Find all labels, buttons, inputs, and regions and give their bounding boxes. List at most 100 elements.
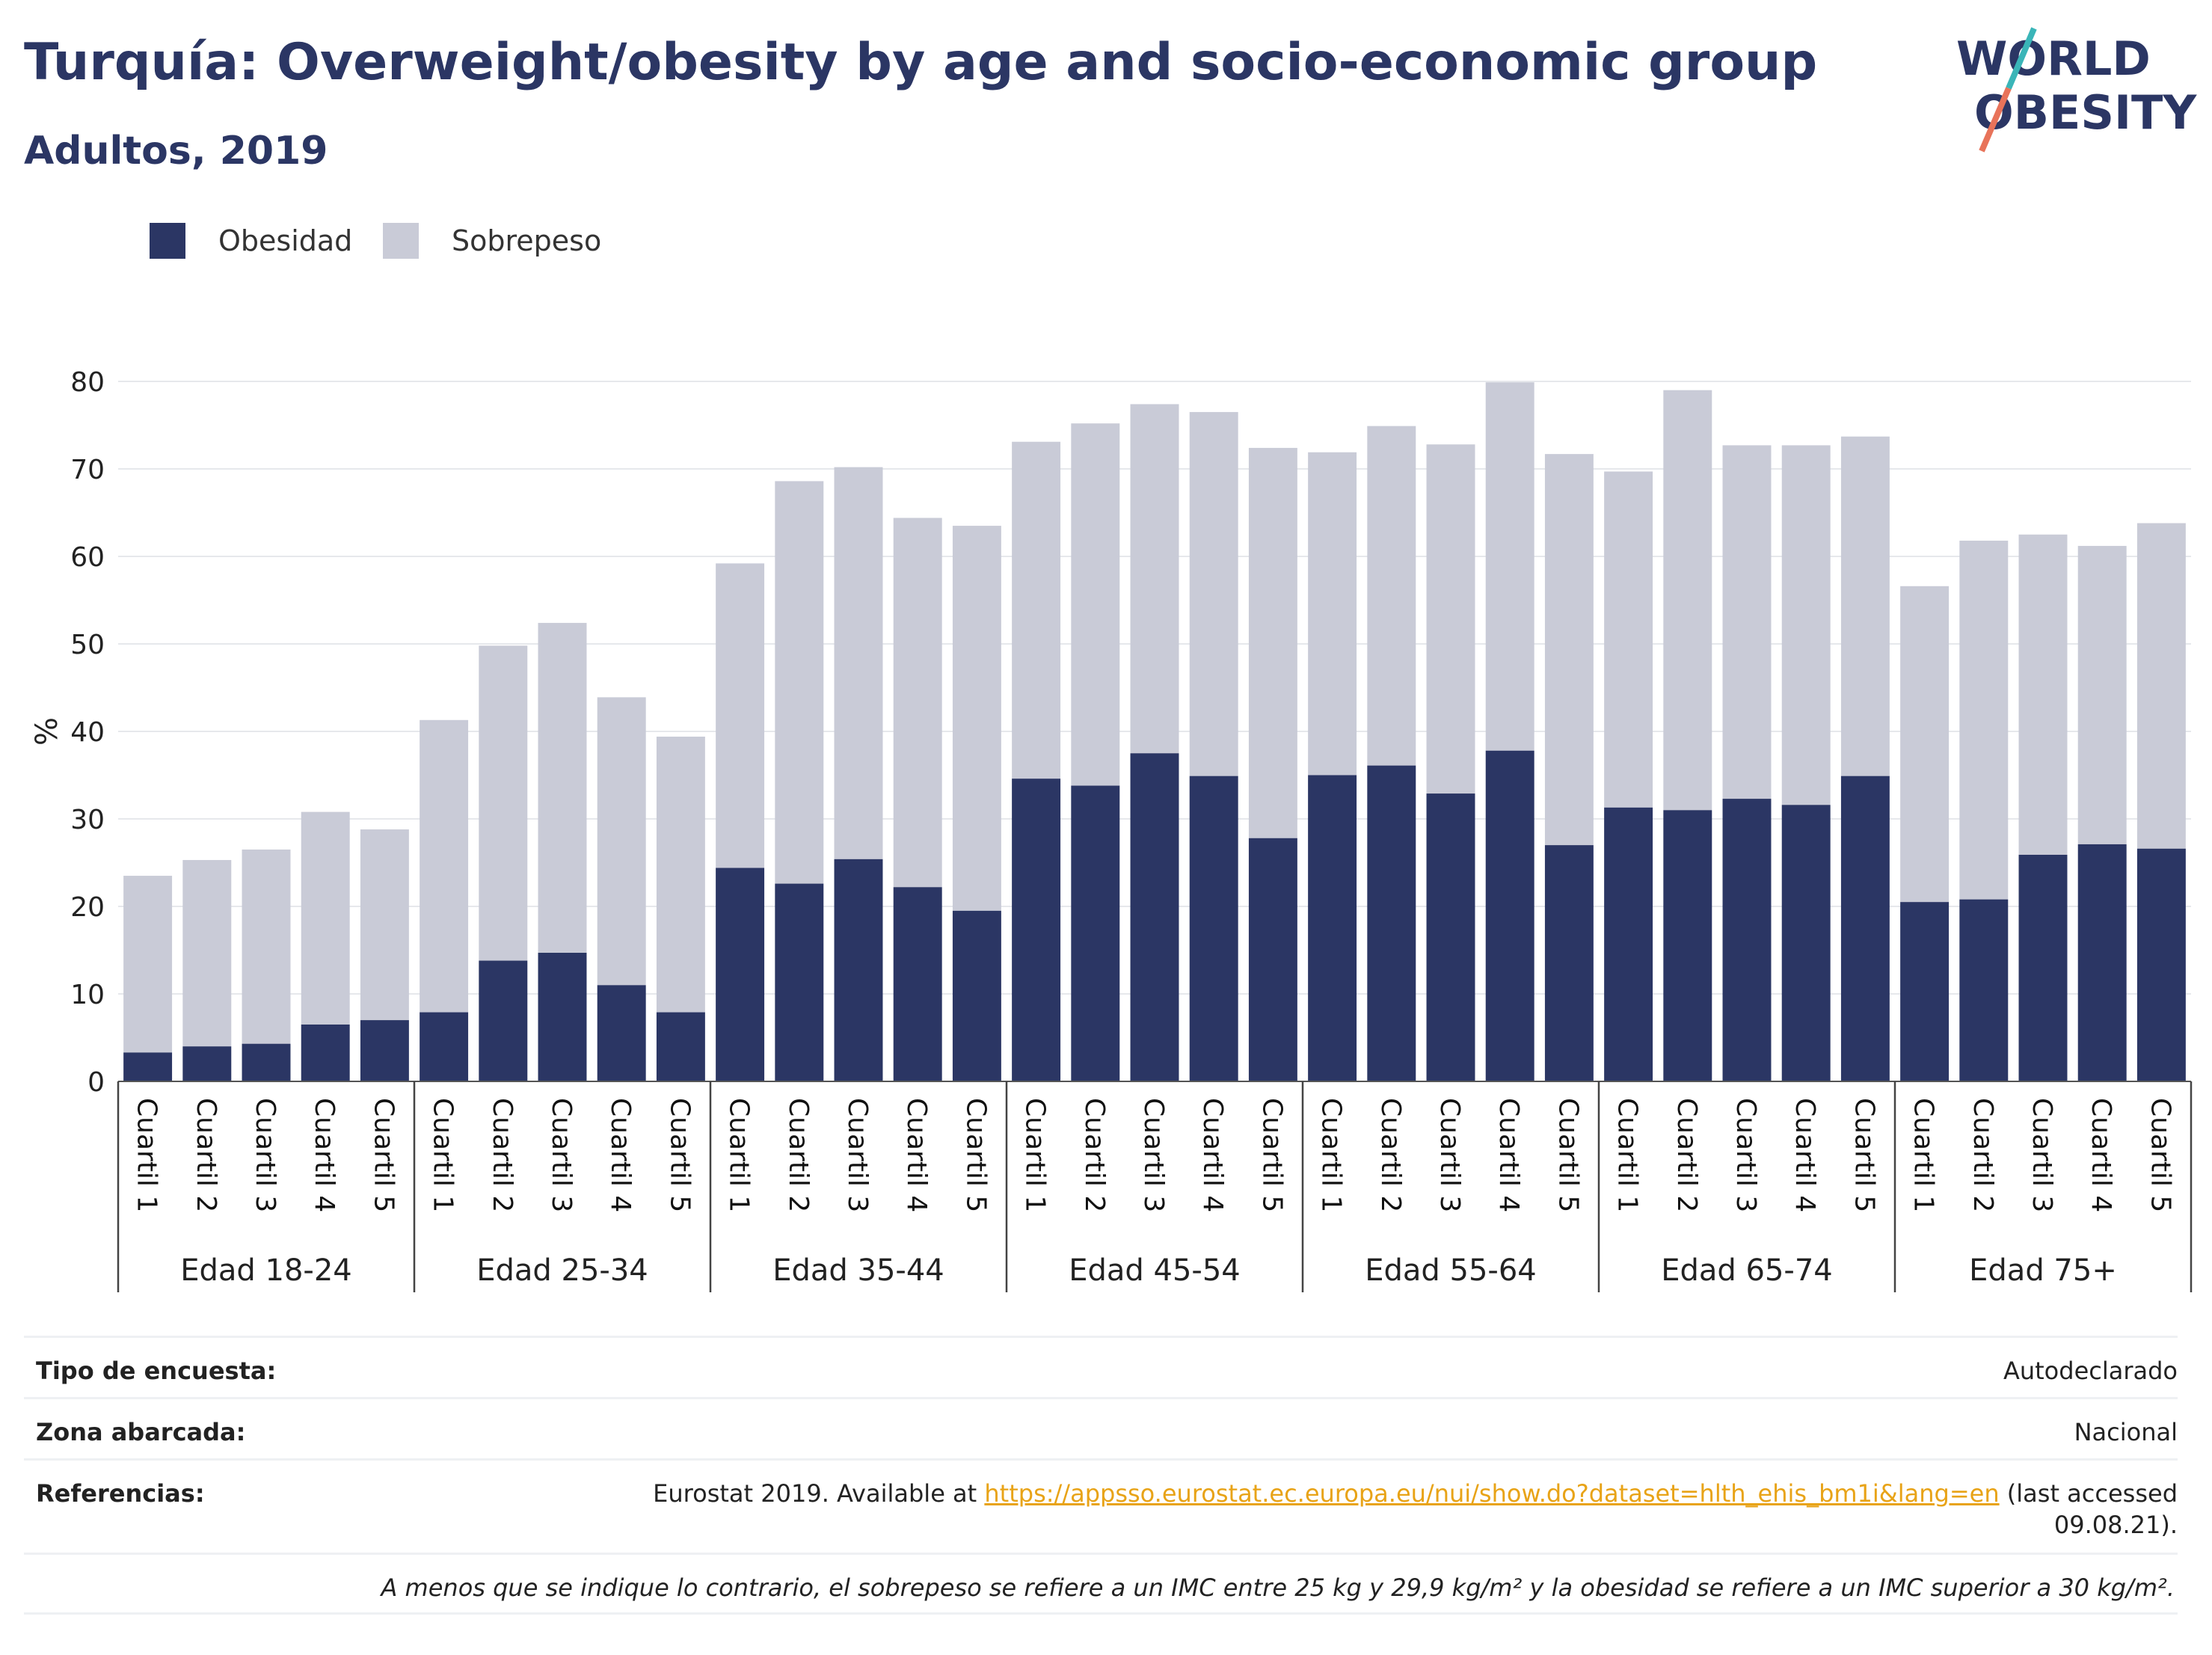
- bar-sobrepeso: [1426, 444, 1475, 794]
- bar-sobrepeso: [420, 719, 469, 1013]
- bar-obesidad: [1604, 807, 1653, 1081]
- references-prefix: Eurostat 2019. Available at: [653, 1479, 985, 1508]
- x-tick-label: Cuartil 1: [724, 1098, 755, 1212]
- group-label: Edad 35-44: [772, 1253, 944, 1288]
- group-label: Edad 75+: [1969, 1253, 2117, 1288]
- bar-sobrepeso: [1544, 454, 1594, 846]
- info-divider: [24, 1397, 2178, 1399]
- x-tick-label: Cuartil 3: [1138, 1098, 1169, 1212]
- bar-sobrepeso: [716, 563, 765, 868]
- bar-obesidad: [123, 1052, 173, 1081]
- x-tick-label: Cuartil 4: [309, 1098, 340, 1212]
- y-tick-label: 10: [70, 980, 105, 1010]
- bar-sobrepeso: [301, 811, 350, 1025]
- bar-sobrepeso: [1840, 436, 1890, 776]
- y-tick-label: 60: [70, 542, 105, 573]
- bar-obesidad: [1722, 799, 1772, 1081]
- x-tick-label: Cuartil 5: [1256, 1098, 1287, 1212]
- y-tick-label: 40: [70, 717, 105, 748]
- bar-sobrepeso: [1071, 423, 1120, 786]
- references-date: 09.08.21).: [2053, 1511, 2178, 1539]
- bar-sobrepeso: [597, 697, 646, 986]
- bar-obesidad: [479, 960, 528, 1081]
- x-tick-label: Cuartil 4: [2086, 1098, 2116, 1212]
- bar-obesidad: [1781, 805, 1831, 1081]
- bar-sobrepeso: [2136, 523, 2186, 849]
- survey-type-label: Tipo de encuesta:: [36, 1357, 277, 1385]
- logo-accent-coral: [1979, 87, 2012, 153]
- x-tick-label: Cuartil 1: [1612, 1098, 1643, 1212]
- y-tick-label: 20: [70, 892, 105, 923]
- bar-sobrepeso: [775, 481, 824, 884]
- x-tick-label: Cuartil 2: [783, 1098, 814, 1212]
- legend-label-sobrepeso: Sobrepeso: [452, 224, 602, 257]
- bar-sobrepeso: [182, 859, 232, 1047]
- group-label: Edad 18-24: [180, 1253, 352, 1288]
- bar-obesidad: [1426, 793, 1475, 1081]
- logo-line1: WORLD: [1956, 31, 2151, 86]
- info-divider: [24, 1458, 2178, 1461]
- y-tick-label: 30: [70, 805, 105, 835]
- x-tick-label: Cuartil 4: [1197, 1098, 1228, 1212]
- x-tick-label: Cuartil 2: [191, 1098, 221, 1212]
- bar-obesidad: [538, 953, 587, 1081]
- bar-sobrepeso: [1367, 426, 1416, 766]
- x-tick-label: Cuartil 5: [664, 1098, 695, 1212]
- bar-sobrepeso: [2018, 534, 2068, 855]
- bar-obesidad: [597, 985, 646, 1081]
- bar-sobrepeso: [656, 737, 705, 1013]
- x-tick-label: Cuartil 3: [546, 1098, 577, 1212]
- x-tick-label: Cuartil 5: [1552, 1098, 1583, 1212]
- x-tick-label: Cuartil 4: [901, 1098, 932, 1212]
- x-tick-label: Cuartil 3: [842, 1098, 873, 1212]
- x-tick-label: Cuartil 1: [1908, 1098, 1939, 1212]
- x-tick-label: Cuartil 1: [1316, 1098, 1347, 1212]
- x-tick-label: Cuartil 3: [2027, 1098, 2057, 1212]
- bar-sobrepeso: [1663, 390, 1712, 811]
- references-suffix: (last accessed: [1999, 1479, 2178, 1508]
- bar-obesidad: [1485, 750, 1534, 1081]
- bar-sobrepeso: [1308, 452, 1357, 776]
- references-link[interactable]: https://appsso.eurostat.ec.europa.eu/nui…: [984, 1479, 2000, 1508]
- bar-obesidad: [1189, 776, 1238, 1081]
- x-tick-label: Cuartil 1: [1020, 1098, 1051, 1212]
- world-obesity-logo: WORLD OBESITY: [1956, 27, 2197, 153]
- coverage-value: Nacional: [2074, 1418, 2178, 1446]
- bar-sobrepeso: [479, 645, 528, 961]
- bar-obesidad: [1367, 765, 1416, 1081]
- bar-sobrepeso: [2077, 545, 2127, 844]
- bar-obesidad: [2018, 854, 2068, 1081]
- x-tick-label: Cuartil 2: [1079, 1098, 1110, 1212]
- bar-obesidad: [360, 1020, 409, 1081]
- bar-obesidad: [1663, 810, 1712, 1081]
- bar-sobrepeso: [242, 849, 291, 1044]
- bar-sobrepeso: [538, 622, 587, 954]
- bar-obesidad: [656, 1012, 705, 1081]
- bar-obesidad: [2077, 844, 2127, 1081]
- bar-obesidad: [182, 1046, 232, 1081]
- chart-title: Turquía: Overweight/obesity by age and s…: [24, 33, 1818, 92]
- y-tick-label: 0: [87, 1067, 105, 1098]
- bar-sobrepeso: [952, 526, 1001, 911]
- bar-obesidad: [1248, 838, 1297, 1081]
- references-label: Referencias:: [36, 1479, 205, 1508]
- bar-sobrepeso: [1900, 586, 1950, 903]
- legend-swatch-sobrepeso: [383, 223, 419, 259]
- bar-obesidad: [242, 1043, 291, 1081]
- bar-sobrepeso: [1189, 411, 1238, 776]
- info-divider: [24, 1336, 2178, 1338]
- x-tick-label: Cuartil 2: [1967, 1098, 1998, 1212]
- bar-obesidad: [716, 868, 765, 1081]
- group-label: Edad 65-74: [1661, 1253, 1833, 1288]
- bar-obesidad: [301, 1024, 350, 1081]
- bar-sobrepeso: [360, 829, 409, 1021]
- bar-obesidad: [893, 887, 942, 1081]
- legend-label-obesidad: Obesidad: [218, 224, 353, 257]
- x-tick-label: Cuartil 2: [1671, 1098, 1702, 1212]
- bar-obesidad: [952, 910, 1001, 1081]
- stacked-bar-chart: 0 10 20 30 40 50 60 70 80% Cuartil 1 Cuartil 2 Cuar…: [30, 367, 2193, 1292]
- y-tick-label: 50: [70, 630, 105, 660]
- x-tick-label: Cuartil 5: [1849, 1098, 1879, 1212]
- info-divider: [24, 1612, 2178, 1615]
- bar-obesidad: [775, 883, 824, 1081]
